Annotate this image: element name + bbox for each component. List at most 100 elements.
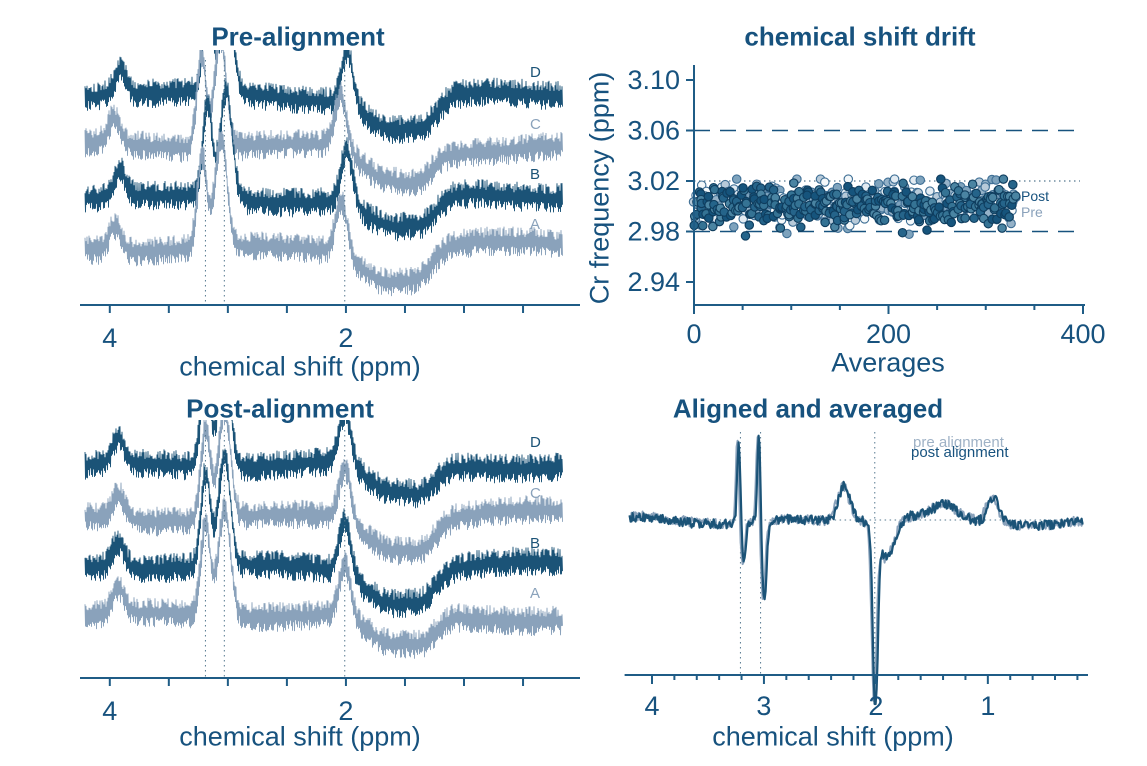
scatter-point-pre xyxy=(980,182,990,192)
scatter-point-post xyxy=(940,187,951,198)
scatter-point-post xyxy=(989,203,1000,213)
chemical-shift-drift-plot: 3.10 3.06 3.02 2.98 2.940 200 400 xyxy=(627,65,1106,349)
scatter-point-post xyxy=(967,179,978,190)
scatter-point-post xyxy=(913,215,924,225)
spectrum-trace-D xyxy=(84,50,563,145)
axis-tick-label: 2 xyxy=(338,323,353,350)
spectrum-trace-A xyxy=(84,497,563,659)
scatter-point-post xyxy=(969,213,979,224)
scatter-point-pre xyxy=(889,174,900,184)
scatter-point-post xyxy=(867,185,878,196)
scatter-point-pre xyxy=(782,228,792,239)
trace-label-D: D xyxy=(530,434,541,451)
scatter-point-post xyxy=(708,221,718,232)
x-axis-label-drift: Averages xyxy=(831,347,945,378)
trace-label-B: B xyxy=(530,166,540,183)
scatter-point-post xyxy=(768,185,779,195)
scatter-point-pre xyxy=(729,222,739,232)
scatter-point-post xyxy=(953,186,964,196)
axis-tick-label: 200 xyxy=(866,319,911,349)
scatter-point-post xyxy=(1004,212,1014,222)
scatter-point-post xyxy=(820,217,830,228)
trace-label-D: D xyxy=(530,64,541,81)
legend-post: Post xyxy=(1021,188,1050,204)
legend-post-alignment: post alignment xyxy=(911,444,1009,461)
spectrum-trace-C xyxy=(84,50,563,197)
panel-title-aligned-averaged: Aligned and averaged xyxy=(672,393,944,424)
pre-alignment-plot: D C B A 4 2 xyxy=(80,50,580,350)
scatter-point-post xyxy=(898,178,908,189)
axis-tick-label: 400 xyxy=(1060,319,1105,349)
scatter-point-pre xyxy=(874,179,884,189)
scatter-point-post xyxy=(997,223,1007,233)
spectrum-trace-A xyxy=(84,129,563,297)
scatter-point-post xyxy=(741,198,752,209)
scatter-point-post xyxy=(698,220,708,231)
axis-tick-label: 2.94 xyxy=(627,267,680,297)
scatter-point-post xyxy=(789,178,799,188)
axis-tick-label: 3 xyxy=(756,691,771,721)
spectrum-trace-D xyxy=(84,420,563,509)
scatter-point-post xyxy=(703,191,714,202)
scatter-point-post xyxy=(802,190,812,201)
x-axis-label-aligned: chemical shift (ppm) xyxy=(712,721,954,752)
scatter-point-post xyxy=(971,188,981,199)
scatter-point-post xyxy=(1008,179,1018,190)
scatter-point-post xyxy=(1010,191,1021,201)
scatter-point-post xyxy=(907,191,918,202)
scatter-point-post xyxy=(831,189,842,200)
scatter-point-post xyxy=(922,225,932,235)
axis-tick-label: 3.10 xyxy=(627,65,680,95)
post-alignment-plot: D C B A 4 2 xyxy=(80,420,580,726)
y-axis-label-drift: Cr frequency (ppm) xyxy=(584,71,615,305)
axis-tick-label: 4 xyxy=(102,323,117,350)
trace-label-B: B xyxy=(530,535,540,552)
axis-tick-label: 3.06 xyxy=(627,116,680,146)
scatter-point-pre xyxy=(845,220,855,231)
scatter-point-pre xyxy=(915,175,926,185)
scatter-point-post xyxy=(738,183,748,193)
scatter-point-post xyxy=(740,231,751,241)
scatter-point-post xyxy=(709,184,720,195)
scatter-point-post xyxy=(897,227,908,238)
axis-tick-label: 1 xyxy=(980,691,995,721)
scatter-point-post xyxy=(994,184,1004,195)
trace-label-A: A xyxy=(530,585,540,602)
axis-tick-label: 2.98 xyxy=(627,217,680,247)
panel-title-chemical-shift-drift: chemical shift drift xyxy=(744,21,976,52)
spectrum-trace-C xyxy=(84,420,563,566)
spectrum-trace-B xyxy=(84,448,563,619)
scatter-point-post xyxy=(960,190,970,200)
trace-label-A: A xyxy=(530,216,540,233)
scatter-point-post xyxy=(744,220,755,230)
x-axis-label-post: chemical shift (ppm) xyxy=(179,721,421,752)
scatter-point-pre xyxy=(731,174,742,184)
aligned-averaged-plot: 4 3 2 1 xyxy=(624,432,1088,721)
scatter-point-post xyxy=(901,187,911,197)
axis-tick-label: 0 xyxy=(686,319,701,349)
scatter-point-pre xyxy=(820,177,830,187)
averaged-spectrum-post xyxy=(628,434,1084,706)
scatter-point-post xyxy=(936,174,946,184)
legend-pre-alignment: pre alignment xyxy=(913,434,1004,451)
axis-tick-label: 2 xyxy=(868,691,883,721)
legend-pre: Pre xyxy=(1021,204,1043,220)
panel-title-pre-alignment: Pre-alignment xyxy=(211,21,385,52)
panel-title-post-alignment: Post-alignment xyxy=(186,393,374,424)
averaged-spectrum-pre xyxy=(628,436,1084,702)
scatter-point-post xyxy=(704,213,714,223)
scatter-point-post xyxy=(998,174,1009,184)
axis-tick-label: 2 xyxy=(338,696,353,726)
scatter-point-post xyxy=(987,192,998,203)
scatter-point-post xyxy=(879,215,890,225)
scatter-point-post xyxy=(946,217,957,228)
x-axis-label-pre: chemical shift (ppm) xyxy=(179,351,421,382)
axis-tick-label: 4 xyxy=(644,691,659,721)
scatter-point-post xyxy=(796,222,806,232)
scatter-point-pre xyxy=(925,186,935,196)
scatter-point-post xyxy=(934,202,944,212)
scatter-point-post xyxy=(960,213,970,223)
spectrum-trace-B xyxy=(84,77,563,242)
axis-tick-label: 3.02 xyxy=(627,166,680,196)
